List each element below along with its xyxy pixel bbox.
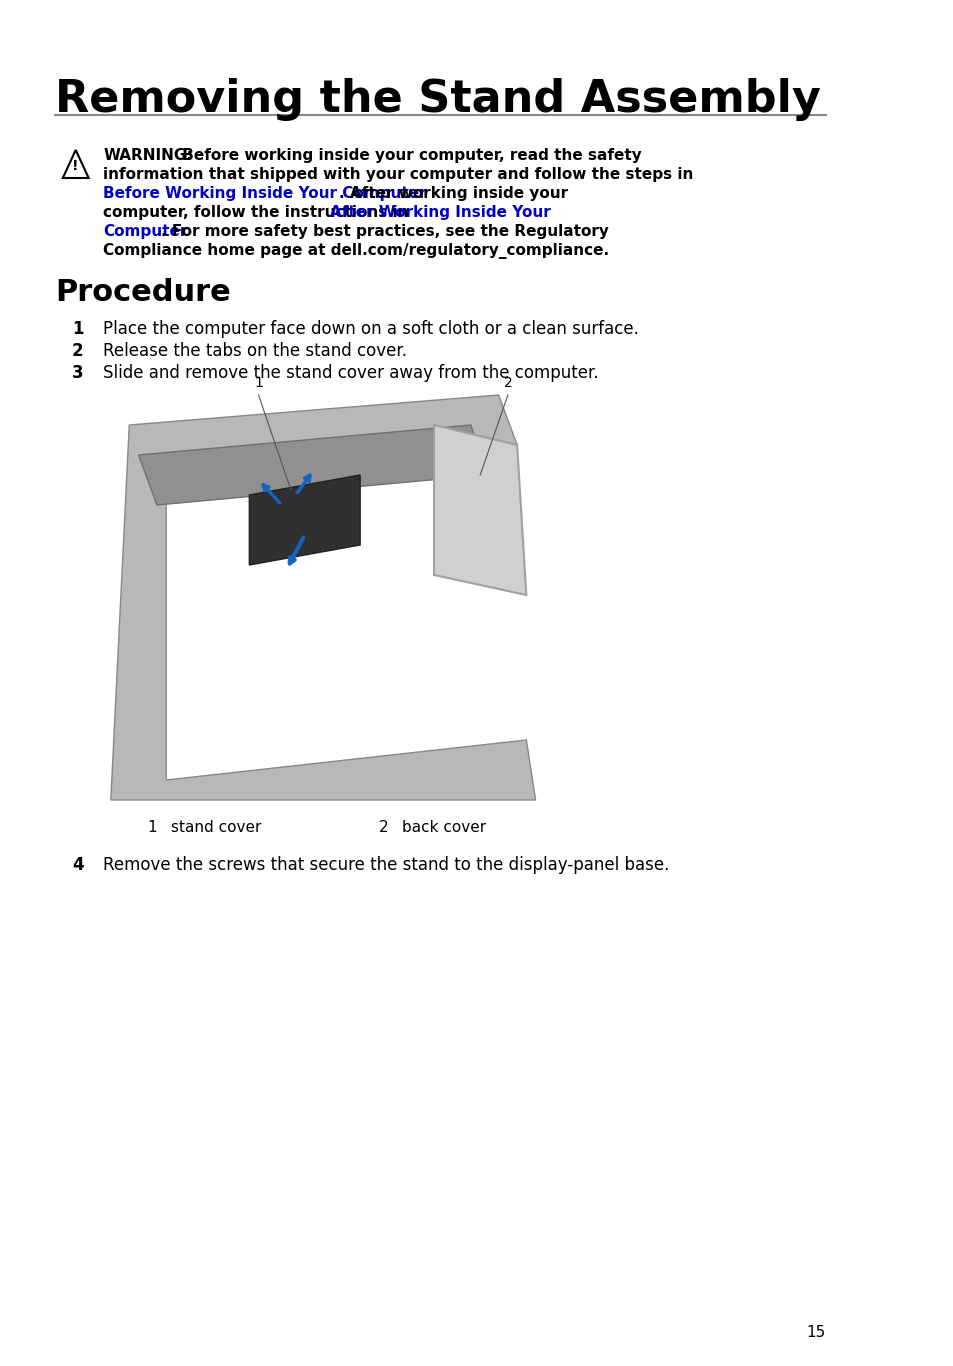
Polygon shape [138, 425, 484, 505]
Text: Procedure: Procedure [55, 279, 231, 307]
Text: 1: 1 [148, 820, 157, 835]
Text: Removing the Stand Assembly: Removing the Stand Assembly [55, 78, 821, 122]
Text: 2: 2 [378, 820, 388, 835]
Text: stand cover: stand cover [171, 820, 261, 835]
Text: Place the computer face down on a soft cloth or a clean surface.: Place the computer face down on a soft c… [103, 320, 639, 337]
Polygon shape [111, 395, 535, 800]
Polygon shape [434, 425, 526, 596]
Text: 2: 2 [72, 342, 84, 361]
Text: Before working inside your computer, read the safety: Before working inside your computer, rea… [177, 148, 641, 163]
Text: Before Working Inside Your Computer: Before Working Inside Your Computer [103, 186, 427, 201]
Text: !: ! [72, 158, 79, 173]
Text: back cover: back cover [401, 820, 485, 835]
Text: Computer: Computer [103, 224, 188, 239]
Text: computer, follow the instructions in: computer, follow the instructions in [103, 205, 414, 220]
Text: After Working Inside Your: After Working Inside Your [330, 205, 550, 220]
Text: information that shipped with your computer and follow the steps in: information that shipped with your compu… [103, 167, 693, 182]
Text: Remove the screws that secure the stand to the display-panel base.: Remove the screws that secure the stand … [103, 856, 669, 874]
Text: Slide and remove the stand cover away from the computer.: Slide and remove the stand cover away fr… [103, 363, 598, 382]
Text: Release the tabs on the stand cover.: Release the tabs on the stand cover. [103, 342, 407, 361]
Text: 4: 4 [72, 856, 84, 874]
Text: 1: 1 [72, 320, 84, 337]
Text: 15: 15 [805, 1325, 824, 1340]
Text: Compliance home page at dell.com/regulatory_compliance.: Compliance home page at dell.com/regulat… [103, 243, 609, 260]
Text: . For more safety best practices, see the Regulatory: . For more safety best practices, see th… [160, 224, 608, 239]
Polygon shape [249, 475, 360, 566]
Text: 3: 3 [72, 363, 84, 382]
Text: 2: 2 [503, 376, 512, 391]
Text: 1: 1 [253, 376, 263, 391]
Text: WARNING:: WARNING: [103, 148, 193, 163]
Text: . After working inside your: . After working inside your [338, 186, 567, 201]
